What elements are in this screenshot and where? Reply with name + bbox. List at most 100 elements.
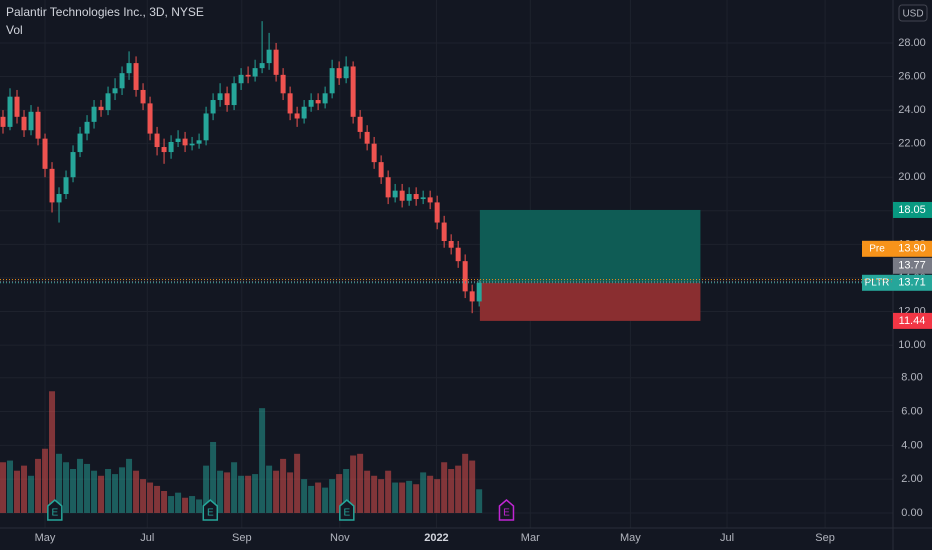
candle-body <box>35 111 41 139</box>
earnings-marker <box>202 499 219 521</box>
candle-body <box>406 194 412 201</box>
candle-body <box>294 113 300 119</box>
price-badge-label: 18.05 <box>898 204 926 216</box>
candle-body <box>0 116 6 127</box>
candle-body <box>217 93 223 101</box>
candle-body <box>133 63 139 90</box>
candle-body <box>476 282 482 302</box>
volume-bar <box>301 479 308 513</box>
candle-body <box>196 140 202 144</box>
volume-bar <box>441 462 448 513</box>
y2-tick-label: 2.00 <box>901 473 922 485</box>
volume-bar <box>42 448 49 513</box>
earnings-label: E <box>207 508 214 519</box>
x-tick-label: 2022 <box>424 532 448 544</box>
volume-bar <box>434 479 441 513</box>
volume-bar <box>350 455 357 513</box>
candle-body <box>91 106 97 122</box>
candle-body <box>308 100 314 107</box>
candle-body <box>49 168 55 203</box>
volume-bar <box>119 467 126 513</box>
y2-tick-label: 4.00 <box>901 439 922 451</box>
volume-bar <box>182 497 189 513</box>
earnings-marker <box>498 499 515 521</box>
volume-bar <box>245 475 252 513</box>
candle-body <box>147 103 153 134</box>
volume-bar <box>189 496 196 513</box>
price-tag-label: PLTR <box>865 277 890 288</box>
candle-body <box>161 147 167 153</box>
candle-body <box>378 162 384 178</box>
price-tag <box>862 274 893 291</box>
candle-body <box>119 73 125 89</box>
volume-bar <box>385 470 392 513</box>
candle-body <box>77 133 83 153</box>
volume-bar <box>133 470 140 513</box>
candle-body <box>84 121 90 134</box>
candle-body <box>462 261 468 292</box>
volume-bar <box>392 482 399 513</box>
candle-body <box>252 68 258 77</box>
volume-bar <box>420 472 427 513</box>
volume-bar <box>126 458 133 513</box>
candle-body <box>189 143 195 146</box>
earnings-marker <box>47 499 63 521</box>
volume-bar <box>448 469 455 513</box>
candle-body <box>42 138 48 169</box>
earnings-marker <box>339 499 355 521</box>
y2-tick-label: 8.00 <box>901 372 922 384</box>
volume-bar <box>287 472 294 513</box>
volume-bar <box>322 487 329 513</box>
volume-bar <box>14 470 21 513</box>
y-tick-label: 22.00 <box>898 138 926 150</box>
volume-bar <box>315 482 322 513</box>
candle-body <box>371 143 377 163</box>
candle-body <box>364 131 370 144</box>
volume-bar <box>406 480 413 513</box>
volume-bar <box>259 408 266 513</box>
price-badge-label: 13.77 <box>898 260 926 272</box>
candle-body <box>98 106 104 111</box>
volume-bar <box>28 475 35 513</box>
x-tick-label: Mar <box>521 532 540 544</box>
candle-body <box>175 138 181 142</box>
candle-body <box>399 190 405 201</box>
volume-bar <box>427 475 434 513</box>
volume-bar <box>336 474 343 513</box>
earnings-label: E <box>503 508 510 519</box>
candle-body <box>245 74 251 77</box>
volume-bar <box>98 475 105 513</box>
candle-body <box>266 49 272 64</box>
candle-body <box>287 93 293 114</box>
volume-bar <box>476 489 483 513</box>
candle-body <box>14 96 20 117</box>
candle-body <box>441 222 447 242</box>
volume-bar <box>112 474 119 513</box>
candle-body <box>448 241 454 248</box>
candle-body <box>105 93 111 111</box>
volume-bar <box>399 482 406 513</box>
candle-body <box>329 68 335 94</box>
volume-bar <box>77 458 84 513</box>
volume-bar <box>413 484 420 513</box>
price-badge <box>893 312 932 329</box>
candle-body <box>70 152 76 178</box>
candle-body <box>210 100 216 114</box>
earnings-label: E <box>51 508 58 519</box>
y-tick-label: 26.00 <box>898 70 926 82</box>
volume-bar <box>238 475 245 513</box>
price-badge-label: 11.44 <box>899 315 926 327</box>
price-tag-label: Pre <box>869 243 885 254</box>
volume-bar <box>343 469 350 513</box>
currency-box[interactable] <box>898 4 928 22</box>
volume-bar <box>357 453 364 513</box>
x-tick-label: May <box>620 532 641 544</box>
volume-bar <box>154 485 161 513</box>
candle-body <box>322 93 328 104</box>
volume-bar <box>231 462 238 513</box>
candle-body <box>7 96 13 127</box>
y-tick-label: 10.00 <box>898 339 926 351</box>
candle-body <box>224 93 230 106</box>
volume-bar <box>266 465 273 513</box>
candle-body <box>350 66 356 117</box>
